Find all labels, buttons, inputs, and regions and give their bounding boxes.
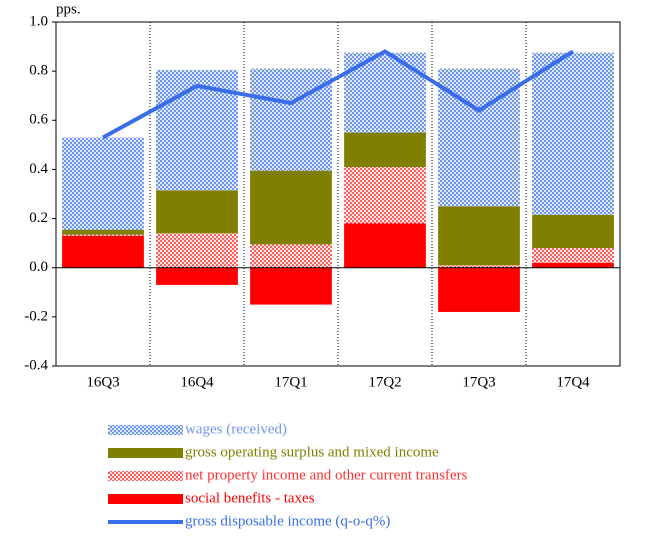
legend-swatch [108,471,183,481]
bar-segment [250,244,332,268]
bar-segment [62,234,144,236]
x-tick-label: 17Q2 [368,374,401,390]
line-series [102,49,575,140]
y-tick-label: 0.8 [29,63,48,79]
bar-segment [344,166,426,224]
bar-segment [438,206,520,266]
y-tick-label: -0.2 [24,308,48,324]
bar-segment [438,265,520,268]
bar-segment [62,229,144,235]
bar-segment [532,52,614,215]
x-tick-label: 16Q4 [180,374,214,390]
bar-segment [438,68,520,207]
bar-segment [250,68,332,171]
legend-swatch [108,494,183,504]
bar-segment [156,267,238,285]
legend-label: gross disposable income (q-o-q%) [185,513,390,529]
bar-segment [532,262,614,268]
bar-segment [156,233,238,268]
y-tick-label: 0.2 [29,210,48,226]
y-tick-label: 0.0 [29,259,48,275]
x-tick-label: 17Q4 [556,374,590,390]
bar-segment [156,190,238,234]
y-tick-label: 0.6 [29,112,48,128]
bar-segment [532,214,614,249]
bar-segment [62,235,144,268]
bar-segment [250,170,332,245]
y-axis-unit: pps. [56,1,81,17]
bar-segment [438,267,520,312]
y-tick-label: -0.4 [24,357,48,373]
bar-segment [344,132,426,167]
bar-segment [344,223,426,268]
x-tick-label: 17Q1 [274,374,307,390]
legend-label: gross operating surplus and mixed income [185,444,439,460]
legend-swatch [108,448,183,458]
y-tick-label: 0.4 [29,161,48,177]
legend-label: net property income and other current tr… [185,467,468,483]
legend-label: social benefits - taxes [185,490,315,506]
bar-segment [62,137,144,230]
legend-swatch [108,425,183,435]
x-tick-label: 16Q3 [86,374,119,390]
y-tick-label: 1.0 [29,13,48,29]
legend-label: wages (received) [185,421,287,437]
bar-segment [532,248,614,263]
x-tick-label: 17Q3 [462,374,495,390]
bar-segment [250,267,332,305]
bar-segment [344,52,426,133]
